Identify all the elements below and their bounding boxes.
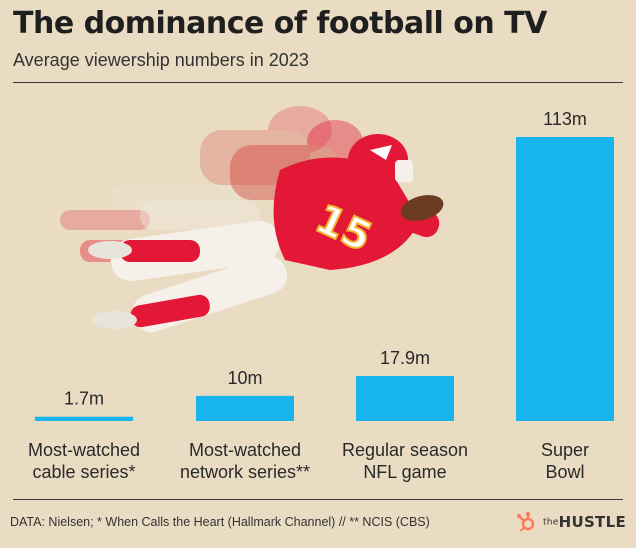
bar-2 — [196, 395, 294, 421]
category-label-3-line-1: Regular season — [342, 440, 468, 460]
category-label-2-line-1: Most-watched — [189, 440, 301, 460]
chart-subtitle: Average viewership numbers in 2023 — [13, 50, 309, 70]
hubspot-sprocket-icon — [516, 512, 535, 532]
category-label-1-line-1: Most-watched — [28, 440, 140, 460]
football-player-illustration: 15 — [60, 106, 444, 333]
data-label-4: 113m — [543, 109, 587, 129]
bar-3 — [356, 376, 454, 421]
brand-wordmark: theHUSTLE — [542, 513, 626, 531]
source-note: DATA: Nielsen; * When Calls the Heart (H… — [10, 515, 430, 529]
data-label-2: 10m — [227, 368, 262, 388]
category-label-1-line-2: cable series* — [32, 462, 135, 482]
bottom-divider — [13, 499, 623, 500]
player-figure: 15 — [88, 134, 444, 333]
chart-title: The dominance of football on TV — [13, 6, 547, 41]
top-divider — [13, 82, 623, 83]
category-label-4-line-2: Bowl — [545, 462, 584, 482]
player-motion-trail — [60, 106, 332, 230]
category-label-2-line-2: network series** — [180, 462, 310, 482]
data-label-3: 17.9m — [380, 348, 430, 368]
bar-4 — [516, 137, 614, 421]
brand-logo: theHUSTLE — [515, 511, 626, 533]
bar-1 — [35, 416, 133, 421]
category-label-3-line-2: NFL game — [363, 462, 446, 482]
data-label-1: 1.7m — [64, 389, 104, 409]
category-label-4-line-1: Super — [541, 440, 589, 460]
